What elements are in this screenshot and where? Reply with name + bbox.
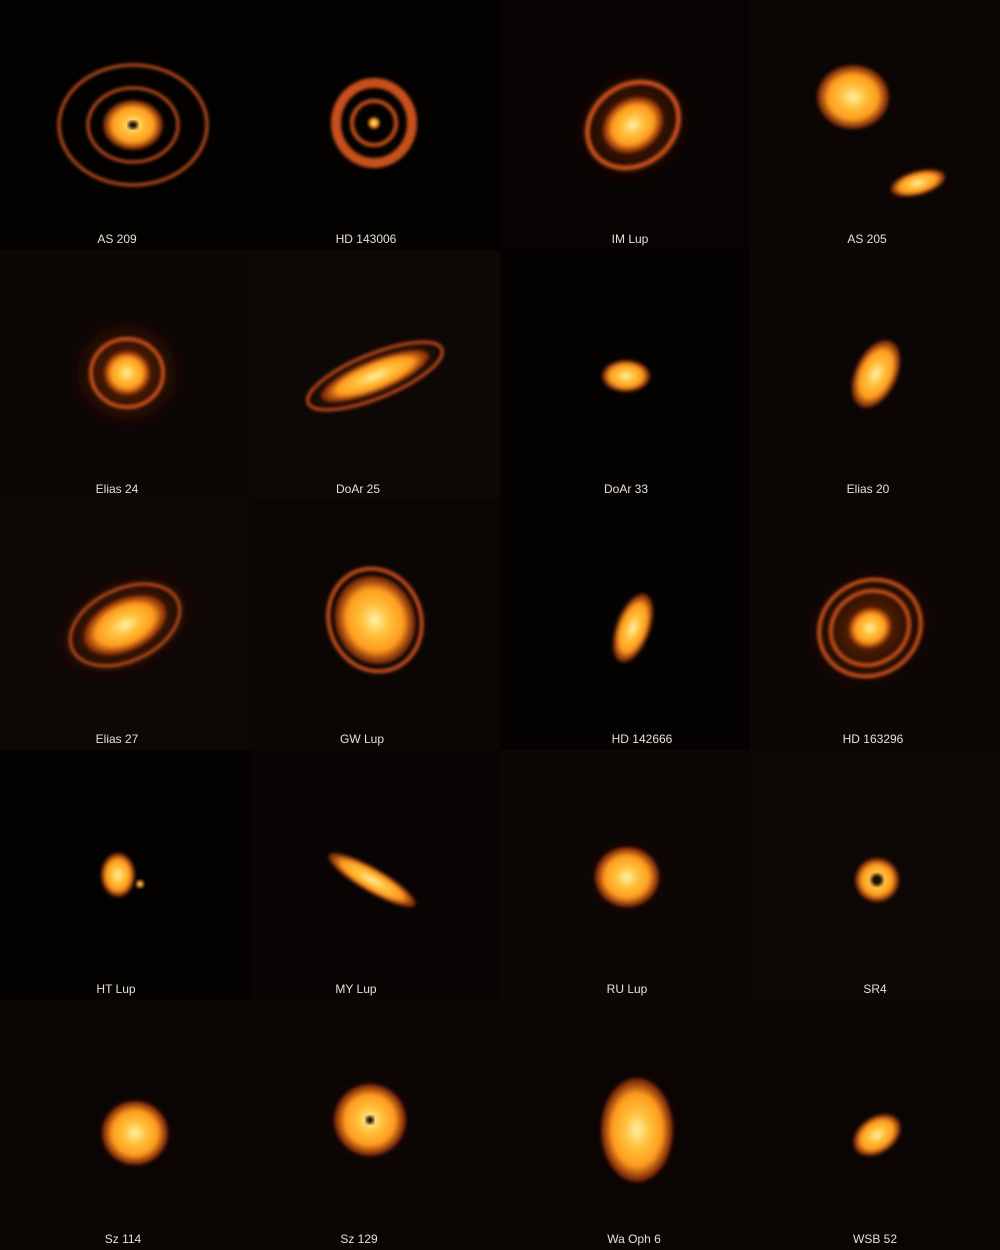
disk-panel: HD 163296 [750, 500, 1000, 750]
disk-ring [86, 86, 180, 164]
disk-emission [328, 852, 416, 908]
disk-panel: RU Lup [500, 750, 750, 1000]
disk-label: HT Lup [96, 982, 136, 996]
disk-panel: DoAr 33 [500, 250, 750, 500]
disk-ring [350, 99, 398, 147]
disk-label: Wa Oph 6 [607, 1232, 661, 1246]
disk-panel: AS 209 [0, 0, 250, 250]
disk-label: HD 142666 [611, 732, 673, 746]
disk-ring [817, 577, 923, 679]
disk-label: AS 209 [97, 232, 137, 246]
disk-ring [306, 340, 444, 412]
disk-label: Sz 129 [340, 1232, 378, 1246]
disk-panel: Sz 129 [250, 1000, 500, 1250]
disk-label: MY Lup [335, 982, 377, 996]
disk-panel: HD 142666 [500, 500, 750, 750]
disk-emission [83, 594, 167, 656]
disk-gap [871, 874, 883, 886]
disk-label: Sz 114 [104, 1232, 142, 1246]
disk-ring [89, 337, 165, 409]
disk-emission [890, 169, 946, 197]
disk-panel: GW Lup [250, 500, 500, 750]
disk-ring [68, 582, 182, 668]
disk-label: HD 143006 [335, 232, 397, 246]
disk-emission [104, 351, 150, 395]
disk-label: Elias 24 [95, 482, 139, 496]
disk-panel: Elias 27 [0, 500, 250, 750]
disk-panel: IM Lup [500, 0, 750, 250]
disk-label: Elias 27 [95, 732, 139, 746]
disk-label: GW Lup [339, 732, 385, 746]
disk-panel: DoAr 25 [250, 250, 500, 500]
disk-emission [853, 1114, 901, 1156]
disk-panel: Elias 24 [0, 250, 250, 500]
disk-panel: Sz 114 [0, 1000, 250, 1250]
disk-label: WSB 52 [852, 1232, 898, 1246]
disk-label: SR4 [863, 982, 887, 996]
disk-emission [602, 96, 664, 154]
disk-emission [595, 847, 659, 907]
disk-emission [851, 340, 901, 408]
disk-emission [102, 1101, 168, 1165]
disk-ring [584, 79, 682, 171]
disk-label: DoAr 33 [603, 482, 649, 496]
disk-emission [101, 853, 135, 897]
disk-gap [128, 121, 138, 129]
disk-panel: MY Lup [250, 750, 500, 1000]
disk-ring [828, 588, 912, 668]
disk-emission [817, 65, 889, 129]
disk-ring [57, 63, 209, 187]
disk-panel: WSB 52 [750, 1000, 1000, 1250]
disk-label: HD 163296 [842, 732, 904, 746]
disk-label: DoAr 25 [335, 482, 381, 496]
disk-panel: HT Lup [0, 750, 250, 1000]
disk-emission [334, 575, 416, 665]
disk-panel: Elias 20 [750, 250, 1000, 500]
disk-panel: Wa Oph 6 [500, 1000, 750, 1250]
disk-ring [326, 566, 424, 674]
disk-label: Elias 20 [846, 482, 890, 496]
disk-label: IM Lup [611, 232, 649, 246]
disk-emission [848, 607, 892, 649]
disk-label: AS 205 [847, 232, 887, 246]
disk-panel: HD 143006 [250, 0, 500, 250]
disk-ring [331, 78, 417, 168]
disk-gap [366, 1116, 374, 1124]
disk-emission [368, 117, 380, 129]
disk-emission [612, 593, 654, 663]
disk-label: RU Lup [606, 982, 648, 996]
disk-emission [136, 880, 144, 888]
disk-panel: AS 205 [750, 0, 1000, 250]
disk-emission [601, 1078, 673, 1182]
disk-panel: SR4 [750, 750, 1000, 1000]
disk-emission [320, 349, 430, 403]
disk-emission [602, 360, 650, 392]
